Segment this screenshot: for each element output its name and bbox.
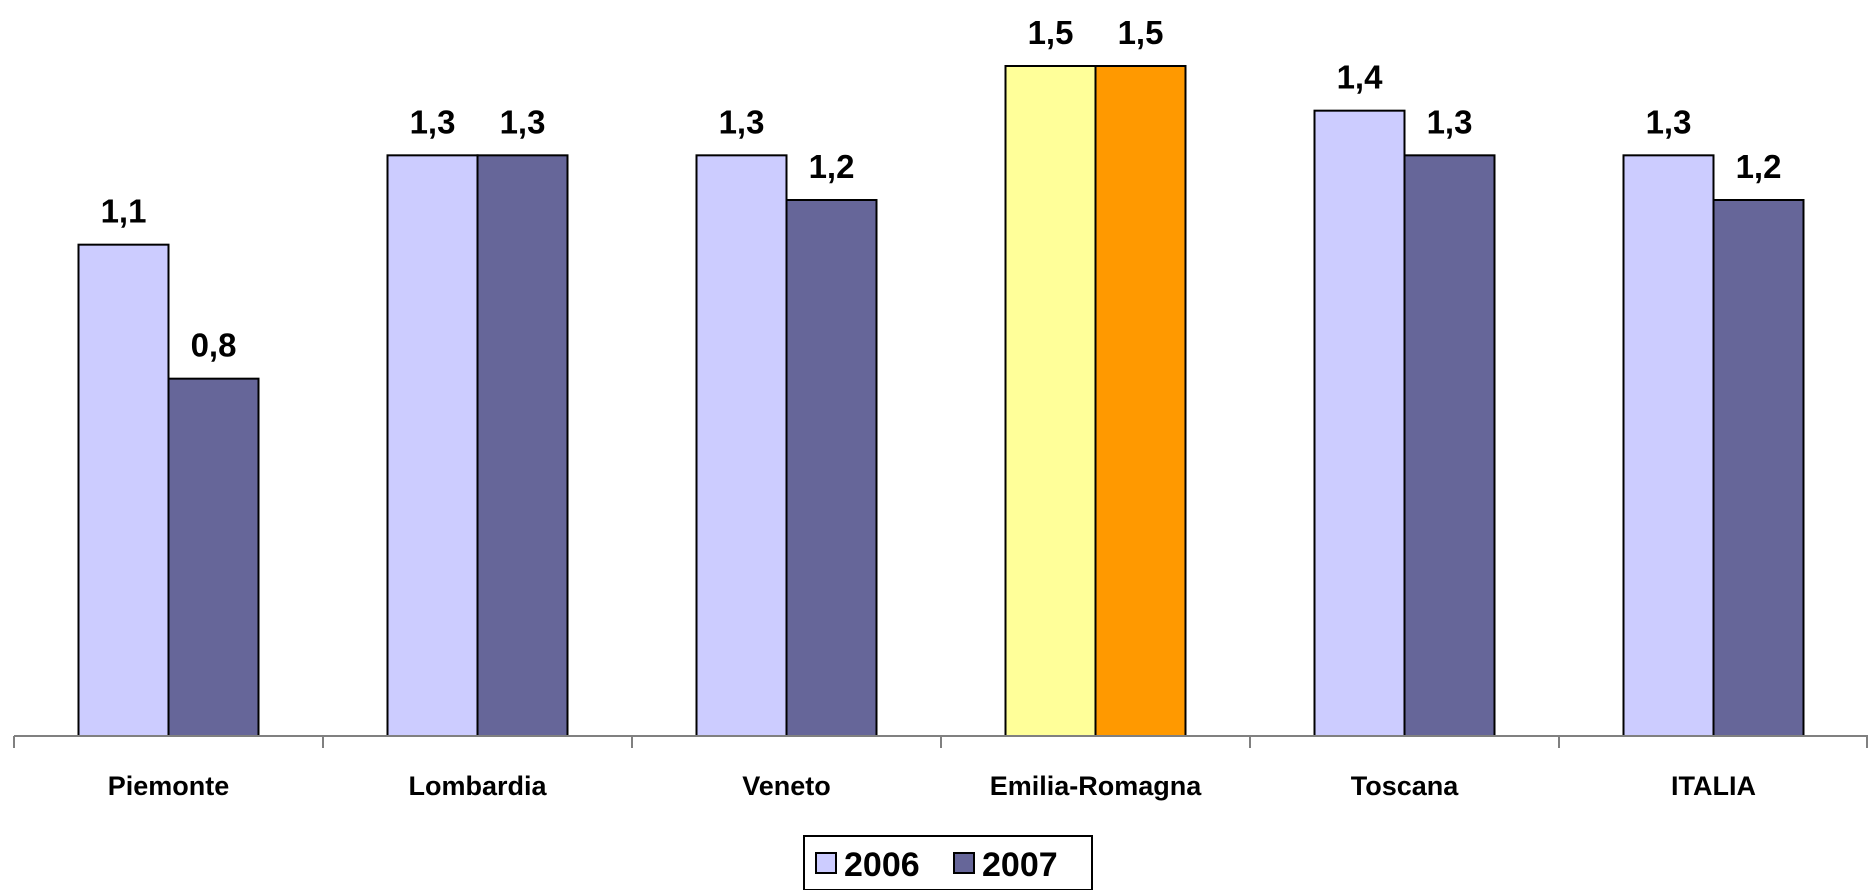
x-tick-label: Lombardia <box>408 771 547 801</box>
data-label-piemonte-2007: 0,8 <box>191 327 237 364</box>
bar-piemonte-2007 <box>167 377 260 737</box>
bar-emilia-romagna-2007 <box>1094 65 1187 737</box>
bar-lombardia-2007 <box>476 154 569 738</box>
bars-layer <box>77 65 1805 738</box>
bar-toscana-2007 <box>1403 154 1496 738</box>
legend-swatch-2006 <box>815 852 837 874</box>
bar-toscana-2006 <box>1313 109 1406 737</box>
data-label-piemonte-2006: 1,1 <box>101 193 147 230</box>
legend-swatch-2007 <box>953 852 975 874</box>
legend-box <box>803 835 1093 891</box>
x-tick-label: Toscana <box>1351 771 1460 801</box>
data-label-veneto-2007: 1,2 <box>809 148 855 185</box>
bar-italia-2007 <box>1712 199 1805 737</box>
data-label-lombardia-2007: 1,3 <box>500 103 546 140</box>
x-tick-label: ITALIA <box>1671 771 1756 801</box>
data-label-italia-2007: 1,2 <box>1736 148 1782 185</box>
data-labels: 1,1 0,8 1,3 1,3 1,3 1,2 1,5 1,5 1,4 1,3 1,3 1,2 <box>101 14 1782 364</box>
bar-veneto-2006 <box>695 154 788 738</box>
legend-label-2006: 2006 <box>844 846 920 884</box>
data-label-lombardia-2006: 1,3 <box>410 103 456 140</box>
x-axis: Piemonte Lombardia Veneto Emilia-Romagna Tos… <box>13 735 1868 801</box>
data-label-emilia-romagna-2006: 1,5 <box>1028 14 1074 51</box>
bar-italia-2006 <box>1622 154 1715 738</box>
data-label-veneto-2006: 1,3 <box>719 103 765 140</box>
x-tick-label: Piemonte <box>108 771 230 801</box>
data-label-emilia-romagna-2007: 1,5 <box>1118 14 1164 51</box>
data-label-toscana-2006: 1,4 <box>1337 59 1384 96</box>
bar-emilia-romagna-2006 <box>1004 65 1097 737</box>
legend: 2006 2007 <box>803 835 1093 891</box>
bar-piemonte-2006 <box>77 243 170 738</box>
legend-label-2007: 2007 <box>982 846 1058 884</box>
data-label-toscana-2007: 1,3 <box>1427 103 1473 140</box>
bar-veneto-2007 <box>785 199 878 737</box>
x-tick-label: Emilia-Romagna <box>990 771 1203 801</box>
data-label-italia-2006: 1,3 <box>1646 103 1692 140</box>
x-tick-label: Veneto <box>742 771 831 801</box>
bar-lombardia-2006 <box>386 154 479 738</box>
